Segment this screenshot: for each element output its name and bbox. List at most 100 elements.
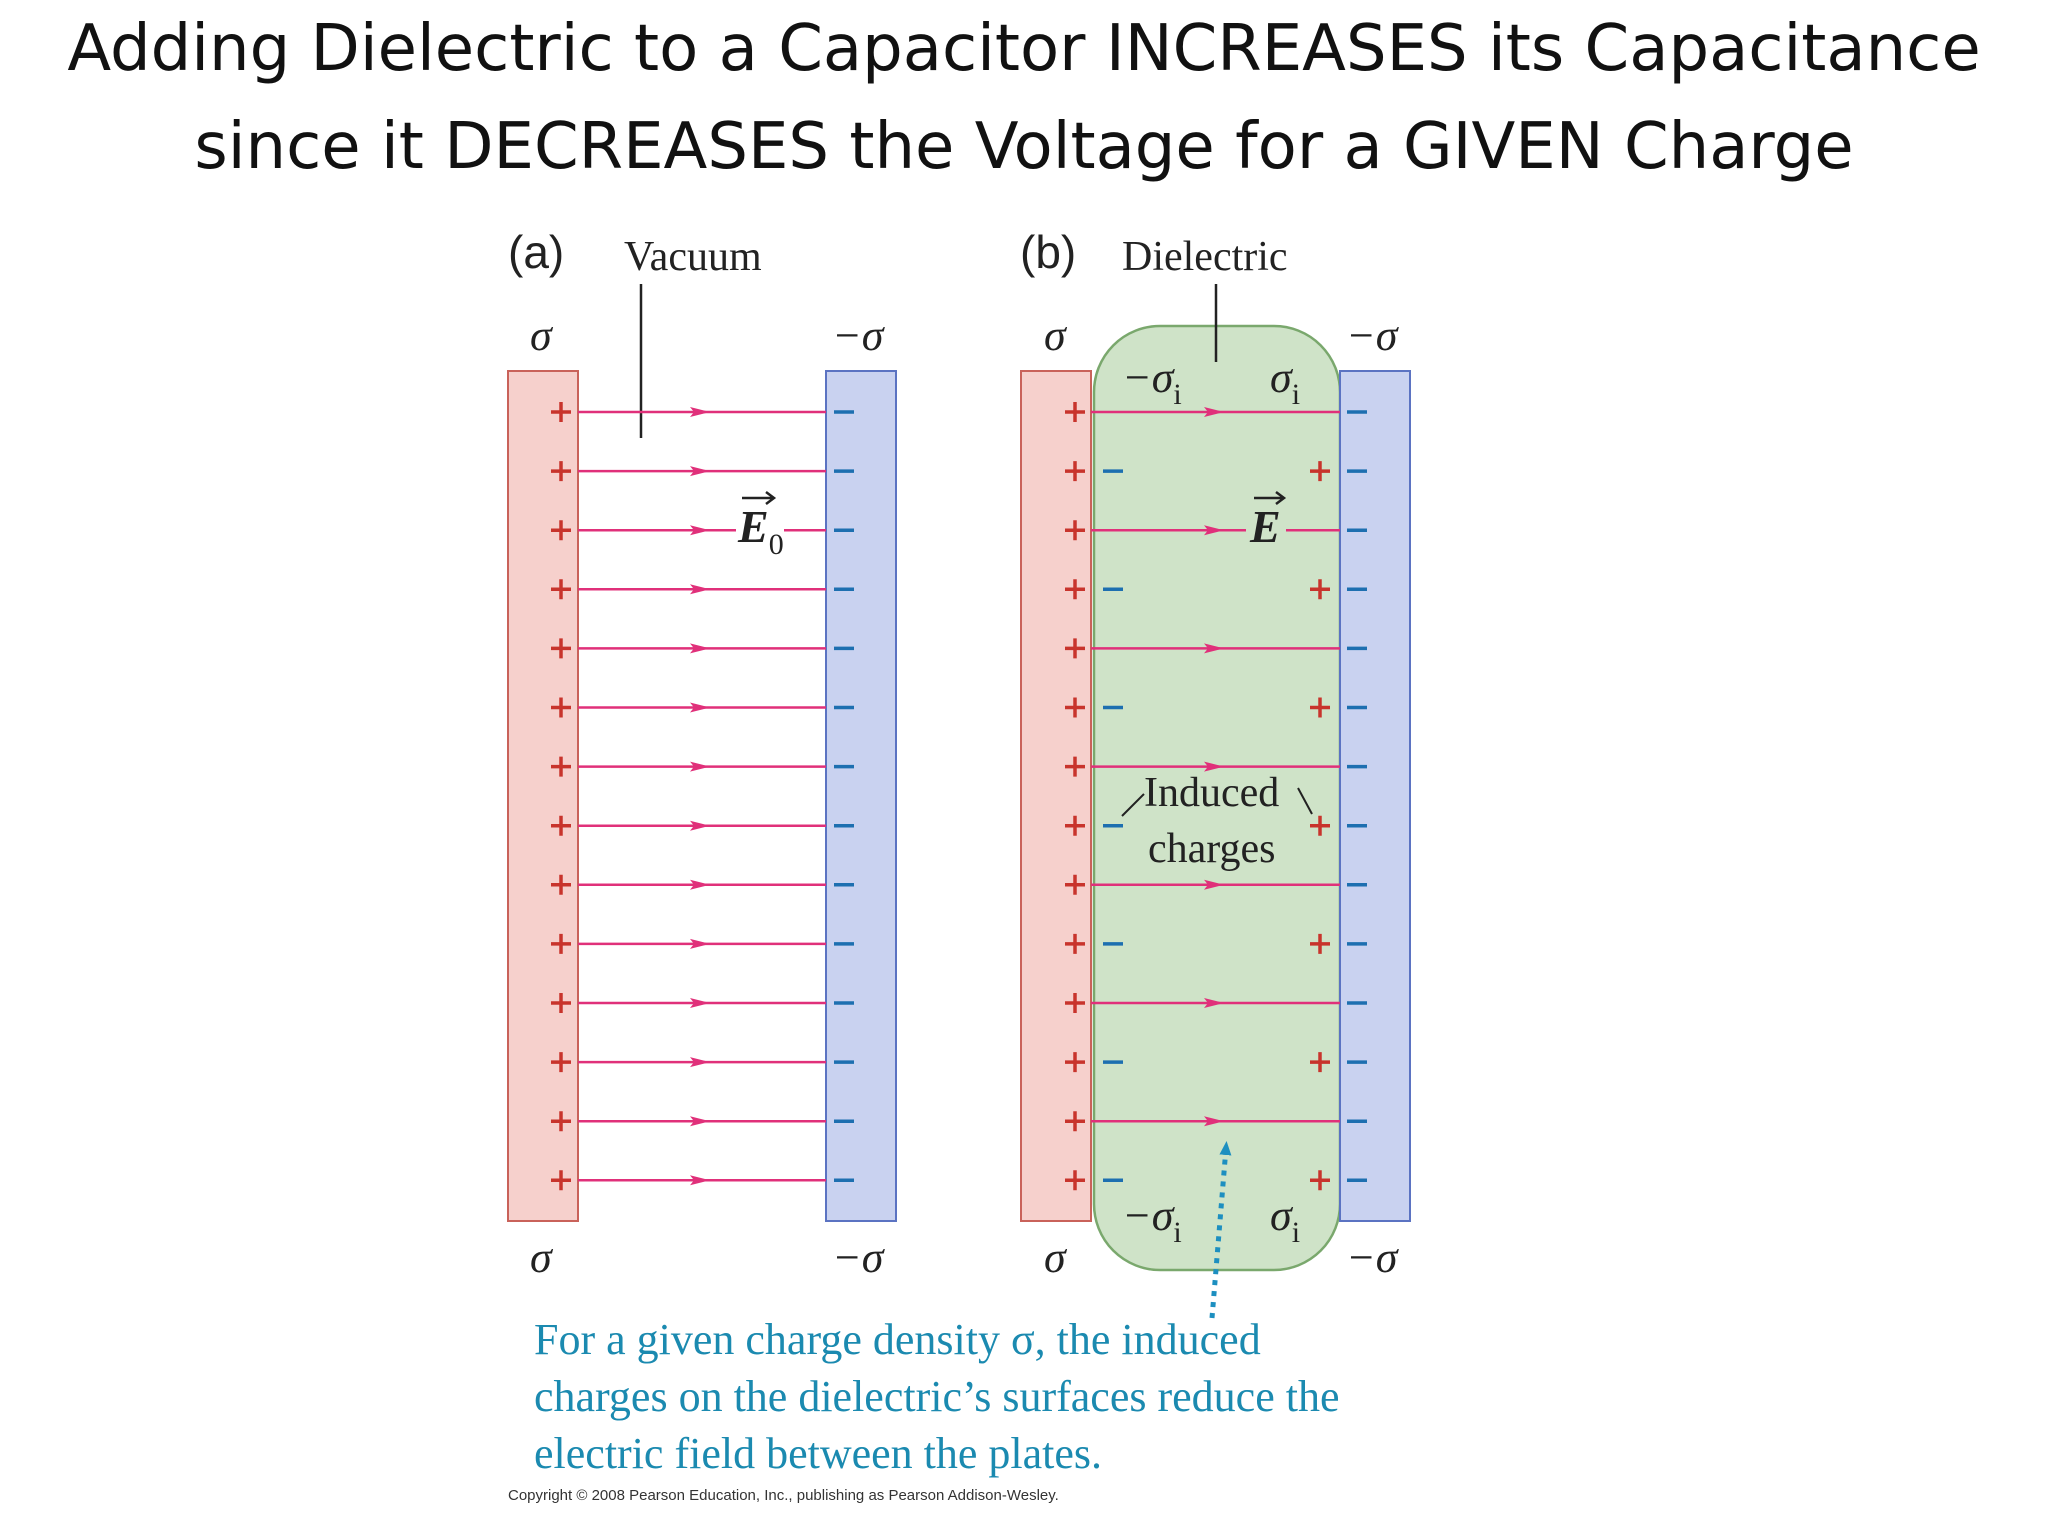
- plus-sign: [551, 461, 571, 482]
- field-arrowhead: [690, 466, 710, 477]
- title-line-1: Adding Dielectric to a Capacitor INCREAS…: [67, 12, 1981, 86]
- plus-sign: [1065, 1052, 1085, 1073]
- panel-b-induced-charges: [1103, 461, 1330, 1191]
- plus-sign: [1065, 1111, 1085, 1132]
- plus-sign: [551, 1111, 571, 1132]
- panel-a-sigma-left-top: σ: [530, 311, 554, 360]
- induced-plus-sign: [1310, 1170, 1330, 1191]
- plus-sign: [1065, 579, 1085, 600]
- field-arrowhead: [1204, 643, 1224, 654]
- plus-sign: [1065, 993, 1085, 1013]
- plus-sign: [551, 756, 571, 777]
- panel-a-sigma-left-bottom: σ: [530, 1233, 554, 1282]
- plus-sign: [1065, 1170, 1085, 1191]
- field-arrowhead: [690, 1057, 710, 1068]
- panel-b: (b) Dielectric σ −σ σ −σ −σi σi −σi σi E…: [1020, 226, 1411, 1319]
- plus-sign: [1065, 402, 1085, 422]
- panel-b-negative-plate: [1339, 370, 1411, 1222]
- sigma-i-neg-top: −σi: [1122, 353, 1182, 411]
- plus-sign: [551, 520, 571, 541]
- plus-sign: [1065, 461, 1085, 482]
- field-arrowhead: [1204, 525, 1224, 536]
- field-arrowhead: [1204, 998, 1224, 1008]
- panel-a-tag: (a): [508, 226, 564, 278]
- panel-a-vacuum-label: Vacuum: [624, 234, 762, 280]
- plus-sign: [551, 874, 571, 895]
- induced-plus-sign: [1310, 933, 1330, 954]
- panel-b-field-label: E: [1249, 501, 1281, 552]
- plus-sign: [551, 933, 571, 954]
- panel-b-dielectric-label: Dielectric: [1122, 234, 1288, 280]
- panel-b-field-lines: [1091, 407, 1340, 1127]
- panel-b-sigma-left-bottom: σ: [1044, 1233, 1068, 1282]
- panel-b-sigma-left-top: σ: [1044, 311, 1068, 360]
- field-arrowhead: [690, 584, 710, 595]
- plus-sign: [551, 638, 571, 659]
- panel-a-minus-signs: [834, 410, 854, 1183]
- field-arrowhead: [690, 1116, 710, 1127]
- field-arrowhead: [690, 643, 710, 654]
- plus-sign: [551, 1052, 571, 1073]
- plus-sign: [1065, 638, 1085, 659]
- plus-sign: [551, 815, 571, 836]
- slide-title: Adding Dielectric to a Capacitor INCREAS…: [0, 0, 2048, 196]
- field-arrowhead: [690, 1175, 710, 1186]
- field-arrowhead: [1204, 407, 1224, 417]
- panel-b-minus-signs: [1347, 410, 1367, 1183]
- panel-b-vector-arrow: [1254, 491, 1287, 505]
- induced-plus-sign: [1310, 579, 1330, 600]
- field-arrowhead: [690, 702, 710, 713]
- sigma-i-pos-top: σi: [1270, 353, 1300, 411]
- caption-line-1: For a given charge density σ, the induce…: [534, 1315, 1261, 1364]
- plus-sign: [551, 579, 571, 600]
- panel-a-sigma-right-top: −σ: [832, 311, 886, 360]
- plus-sign: [551, 402, 571, 422]
- plus-sign: [1065, 756, 1085, 777]
- sigma-i-neg-bottom: −σi: [1122, 1191, 1182, 1249]
- panel-a-field-label: E0: [737, 501, 784, 561]
- sigma-i-pos-bottom: σi: [1270, 1191, 1300, 1249]
- plus-sign: [1065, 874, 1085, 895]
- induced-plus-sign: [1310, 461, 1330, 482]
- field-arrowhead: [1204, 1116, 1224, 1127]
- induced-label-line1: Induced: [1144, 770, 1279, 816]
- field-arrowhead: [690, 998, 710, 1008]
- panel-a-negative-plate: [825, 370, 897, 1222]
- plus-sign: [1065, 520, 1085, 541]
- field-arrowhead: [690, 761, 710, 772]
- panel-a: (a) Vacuum σ −σ σ −σ E0: [507, 226, 897, 1282]
- caption: For a given charge density σ, the induce…: [508, 1315, 1339, 1504]
- field-arrowhead: [690, 525, 710, 536]
- plus-sign: [551, 993, 571, 1013]
- title-line-2: since it DECREASES the Voltage for a GIV…: [194, 110, 1854, 184]
- plus-sign: [1065, 933, 1085, 954]
- panel-b-tag: (b): [1020, 226, 1076, 278]
- caption-line-3: electric field between the plates.: [534, 1429, 1102, 1478]
- panel-b-sigma-right-top: −σ: [1346, 311, 1400, 360]
- plus-sign: [551, 697, 571, 718]
- induced-plus-sign: [1310, 815, 1330, 836]
- panel-a-vector-arrow: [742, 491, 777, 505]
- plus-sign: [1065, 815, 1085, 836]
- plus-sign: [1065, 697, 1085, 718]
- panel-b-plus-signs: [1065, 402, 1085, 1191]
- plus-sign: [551, 1170, 571, 1191]
- induced-plus-sign: [1310, 697, 1330, 718]
- panel-a-sigma-right-bottom: −σ: [832, 1233, 886, 1282]
- field-arrowhead: [690, 407, 710, 417]
- panel-b-positive-plate: [1020, 370, 1092, 1222]
- panel-a-positive-plate: [507, 370, 579, 1222]
- field-arrowhead: [690, 938, 710, 949]
- copyright-notice: Copyright © 2008 Pearson Education, Inc.…: [508, 1487, 1059, 1504]
- panel-b-sigma-right-bottom: −σ: [1346, 1233, 1400, 1282]
- field-arrowhead: [1204, 761, 1224, 772]
- panel-a-label-bg: [736, 490, 784, 554]
- induced-plus-sign: [1310, 1052, 1330, 1073]
- induced-pointer-right: [1297, 787, 1313, 815]
- field-arrowhead: [1204, 879, 1224, 890]
- caption-line-2: charges on the dielectric’s surfaces red…: [534, 1372, 1339, 1421]
- field-arrowhead: [690, 820, 710, 831]
- induced-pointer-left: [1121, 793, 1145, 817]
- panel-a-field-lines: [578, 407, 826, 1186]
